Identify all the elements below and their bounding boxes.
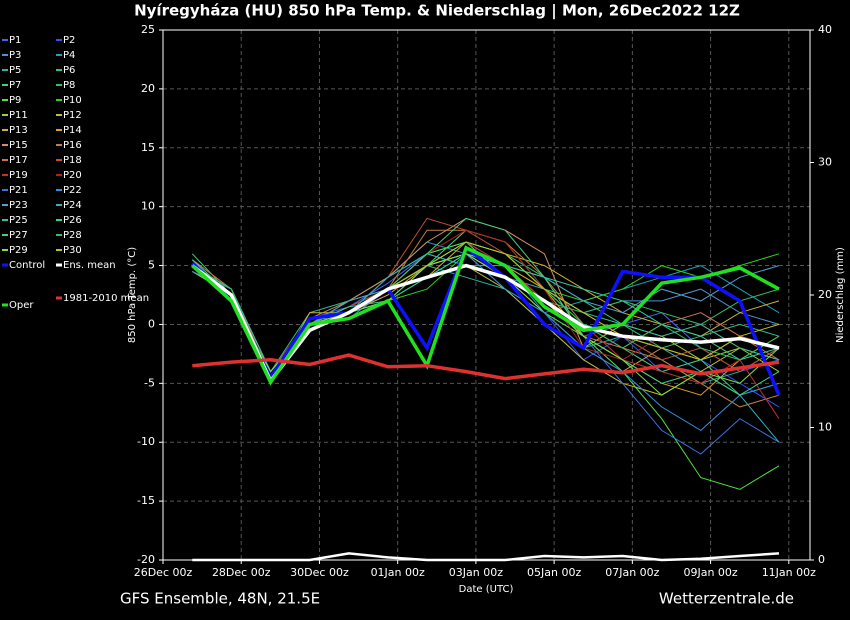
legend-label: P7 [9,80,21,91]
legend-label: P3 [9,50,21,61]
y-tick-label: -5 [144,376,155,389]
y2-tick-label: 20 [818,288,832,301]
legend-label: P4 [63,50,75,61]
x-tick-label: 11Jan 00z [762,566,816,579]
legend-label: 1981-2010 mean [63,293,149,304]
y2-tick-label: 10 [818,421,832,434]
legend-label: P11 [9,110,28,121]
legend-label: P2 [63,35,75,46]
legend-label: P23 [9,200,28,211]
legend-label: P5 [9,65,21,76]
legend-label: P27 [9,230,28,241]
legend-label: P17 [9,155,28,166]
y-tick-label: 15 [141,141,155,154]
legend-label: P29 [9,245,28,256]
y-tick-label: -10 [137,435,155,448]
y2-tick-label: 40 [818,23,832,36]
legend-label: Ens. mean [63,260,116,271]
y2-axis-label: Niederschlag (mm) [835,247,846,343]
legend-label: P1 [9,35,21,46]
legend-label: P10 [63,95,82,106]
legend-label: P12 [63,110,82,121]
x-tick-label: 30Dec 00z [290,566,349,579]
legend-label: P14 [63,125,82,136]
legend-label: P30 [63,245,82,256]
y-tick-label: 5 [148,259,155,272]
legend-label: P22 [63,185,82,196]
main-line [192,353,780,381]
y-tick-label: 20 [141,82,155,95]
x-tick-label: 01Jan 00z [371,566,425,579]
footer-right: Wetterzentrale.de [659,590,794,608]
main-line [191,245,781,396]
legend-label: P6 [63,65,75,76]
legend-label: P24 [63,200,82,211]
y-tick-label: 10 [141,200,155,213]
legend-label: Control [9,260,45,271]
main-line [191,245,780,386]
legend-label: Oper [9,300,34,311]
x-tick-label: 26Dec 00z [134,566,193,579]
x-tick-label: 09Jan 00z [683,566,737,579]
x-tick-label: 07Jan 00z [605,566,659,579]
y-tick-label: -20 [137,553,155,566]
legend-label: P20 [63,170,82,181]
legend-label: P26 [63,215,82,226]
x-tick-label: 28Dec 00z [212,566,271,579]
legend-label: P16 [63,140,82,151]
y2-tick-label: 30 [818,156,832,169]
y-axis-label: 850 hPa Temp. (°C) [127,247,138,343]
legend-label: P9 [9,95,21,106]
y2-tick-label: 0 [818,553,825,566]
footer-left: GFS Ensemble, 48N, 21.5E [120,590,320,608]
x-axis-label: Date (UTC) [459,584,514,595]
legend-label: P8 [63,80,75,91]
legend-label: P25 [9,215,28,226]
x-tick-label: 03Jan 00z [449,566,503,579]
legend-label: P15 [9,140,28,151]
precip-line [192,552,780,562]
legend-label: P28 [63,230,82,241]
legend-label: P13 [9,125,28,136]
y-tick-label: 0 [148,317,155,330]
chart-title: Nyíregyháza (HU) 850 hPa Temp. & Nieders… [134,2,740,21]
x-tick-label: 05Jan 00z [527,566,581,579]
y-tick-label: -15 [137,494,155,507]
y-tick-label: 25 [141,23,155,36]
legend-label: P19 [9,170,28,181]
legend-label: P18 [63,155,82,166]
legend-label: P21 [9,185,28,196]
